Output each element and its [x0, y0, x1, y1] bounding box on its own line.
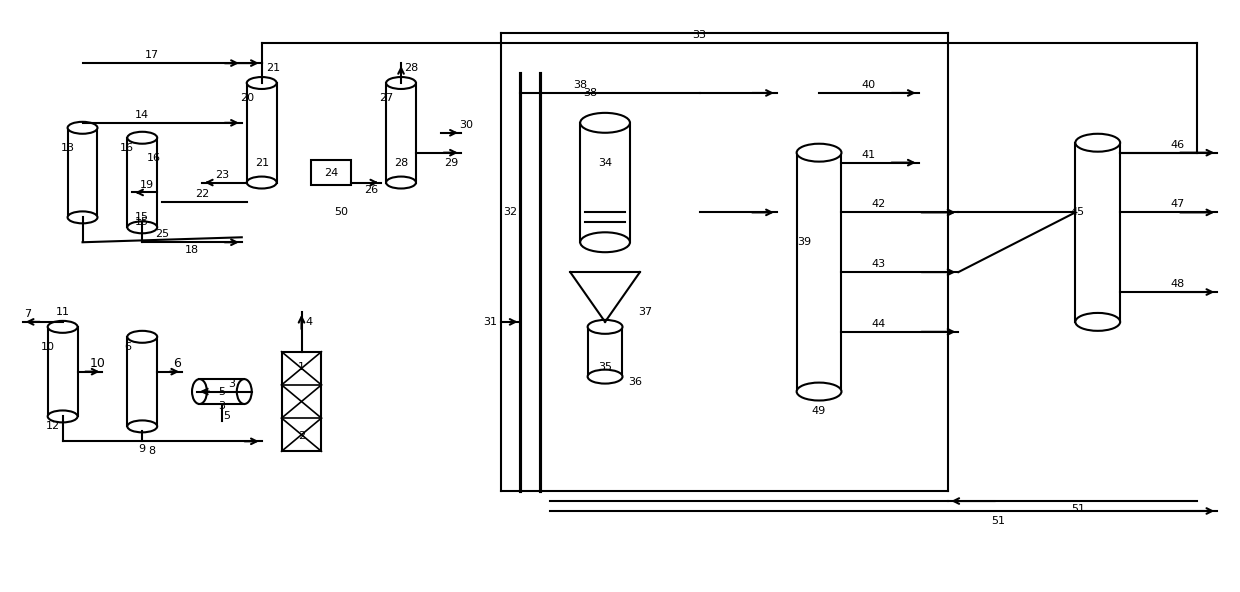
Text: 35: 35 — [598, 362, 613, 372]
Text: 44: 44 — [872, 319, 885, 329]
Text: 1: 1 — [298, 362, 305, 372]
Text: 18: 18 — [185, 245, 200, 255]
Bar — [128, 138, 157, 227]
Text: 33: 33 — [693, 30, 707, 40]
Ellipse shape — [68, 122, 98, 134]
Text: 34: 34 — [598, 157, 613, 168]
Ellipse shape — [247, 176, 277, 188]
Text: 16: 16 — [120, 143, 134, 153]
Text: 47: 47 — [1171, 200, 1184, 210]
Ellipse shape — [128, 420, 157, 432]
Text: 6: 6 — [124, 342, 131, 352]
Text: 22: 22 — [195, 189, 210, 200]
Text: 16: 16 — [148, 153, 161, 163]
Ellipse shape — [237, 379, 252, 404]
Text: 40: 40 — [862, 80, 875, 90]
Text: 30: 30 — [459, 120, 472, 130]
Ellipse shape — [580, 113, 630, 133]
Text: 19: 19 — [140, 179, 154, 189]
Ellipse shape — [1075, 134, 1120, 152]
Text: 12: 12 — [46, 422, 60, 432]
Bar — [580, 123, 630, 242]
Text: 21: 21 — [254, 157, 269, 168]
Text: 51: 51 — [991, 516, 1006, 526]
Text: 38: 38 — [583, 88, 598, 98]
Bar — [47, 327, 78, 416]
Text: 4: 4 — [306, 317, 312, 327]
Text: 17: 17 — [145, 50, 159, 60]
Text: 31: 31 — [484, 317, 497, 327]
Ellipse shape — [588, 369, 622, 384]
Ellipse shape — [128, 331, 157, 343]
Text: 20: 20 — [239, 93, 254, 103]
Bar — [311, 160, 351, 185]
Text: 10: 10 — [41, 342, 55, 352]
Text: 6: 6 — [174, 357, 181, 370]
Ellipse shape — [192, 379, 207, 404]
Text: 11: 11 — [56, 307, 69, 317]
Text: 46: 46 — [1171, 140, 1184, 150]
Text: 39: 39 — [797, 237, 811, 247]
Text: 10: 10 — [89, 357, 105, 370]
Text: 15: 15 — [135, 217, 149, 227]
Text: 14: 14 — [135, 110, 149, 120]
Text: 29: 29 — [444, 157, 458, 168]
Text: 37: 37 — [637, 307, 652, 317]
Text: 24: 24 — [324, 168, 339, 178]
Text: 32: 32 — [503, 207, 517, 217]
Text: 50: 50 — [335, 207, 348, 217]
Text: 28: 28 — [394, 157, 408, 168]
Ellipse shape — [128, 221, 157, 233]
Text: 3: 3 — [218, 401, 226, 411]
Bar — [386, 83, 415, 182]
Bar — [1075, 143, 1120, 322]
Text: 45: 45 — [1071, 207, 1085, 217]
Text: 28: 28 — [404, 63, 418, 73]
Ellipse shape — [47, 410, 78, 423]
Text: 48: 48 — [1171, 279, 1184, 289]
Bar — [281, 352, 321, 451]
Text: 7: 7 — [25, 309, 31, 319]
Text: 23: 23 — [215, 169, 229, 179]
Text: 25: 25 — [155, 229, 169, 239]
Ellipse shape — [1075, 313, 1120, 331]
Text: 5: 5 — [218, 387, 226, 397]
Bar — [588, 327, 622, 377]
Text: 8: 8 — [149, 446, 156, 456]
Ellipse shape — [796, 382, 842, 401]
Text: 21: 21 — [267, 63, 280, 73]
Text: 43: 43 — [872, 259, 885, 269]
Text: 42: 42 — [872, 200, 885, 210]
Ellipse shape — [247, 77, 277, 89]
Text: 2: 2 — [298, 432, 305, 442]
Text: 13: 13 — [61, 143, 74, 153]
Bar — [68, 128, 98, 217]
Bar — [128, 337, 157, 426]
Text: 41: 41 — [862, 150, 875, 160]
Text: 36: 36 — [627, 377, 642, 387]
Ellipse shape — [128, 132, 157, 144]
Text: 3: 3 — [228, 379, 236, 388]
Text: 38: 38 — [573, 80, 588, 90]
Ellipse shape — [386, 176, 415, 188]
Ellipse shape — [580, 232, 630, 252]
Ellipse shape — [588, 320, 622, 334]
Bar — [796, 153, 842, 391]
Text: 27: 27 — [379, 93, 393, 103]
Ellipse shape — [68, 211, 98, 223]
Ellipse shape — [47, 321, 78, 333]
Ellipse shape — [796, 144, 842, 162]
Text: 9: 9 — [139, 444, 146, 454]
Text: 49: 49 — [812, 407, 826, 416]
Text: 26: 26 — [365, 185, 378, 195]
Text: 5: 5 — [223, 411, 231, 422]
Bar — [247, 83, 277, 182]
Text: 51: 51 — [1071, 504, 1085, 514]
Text: 15: 15 — [135, 213, 149, 223]
Ellipse shape — [386, 77, 415, 89]
Bar — [200, 379, 244, 404]
